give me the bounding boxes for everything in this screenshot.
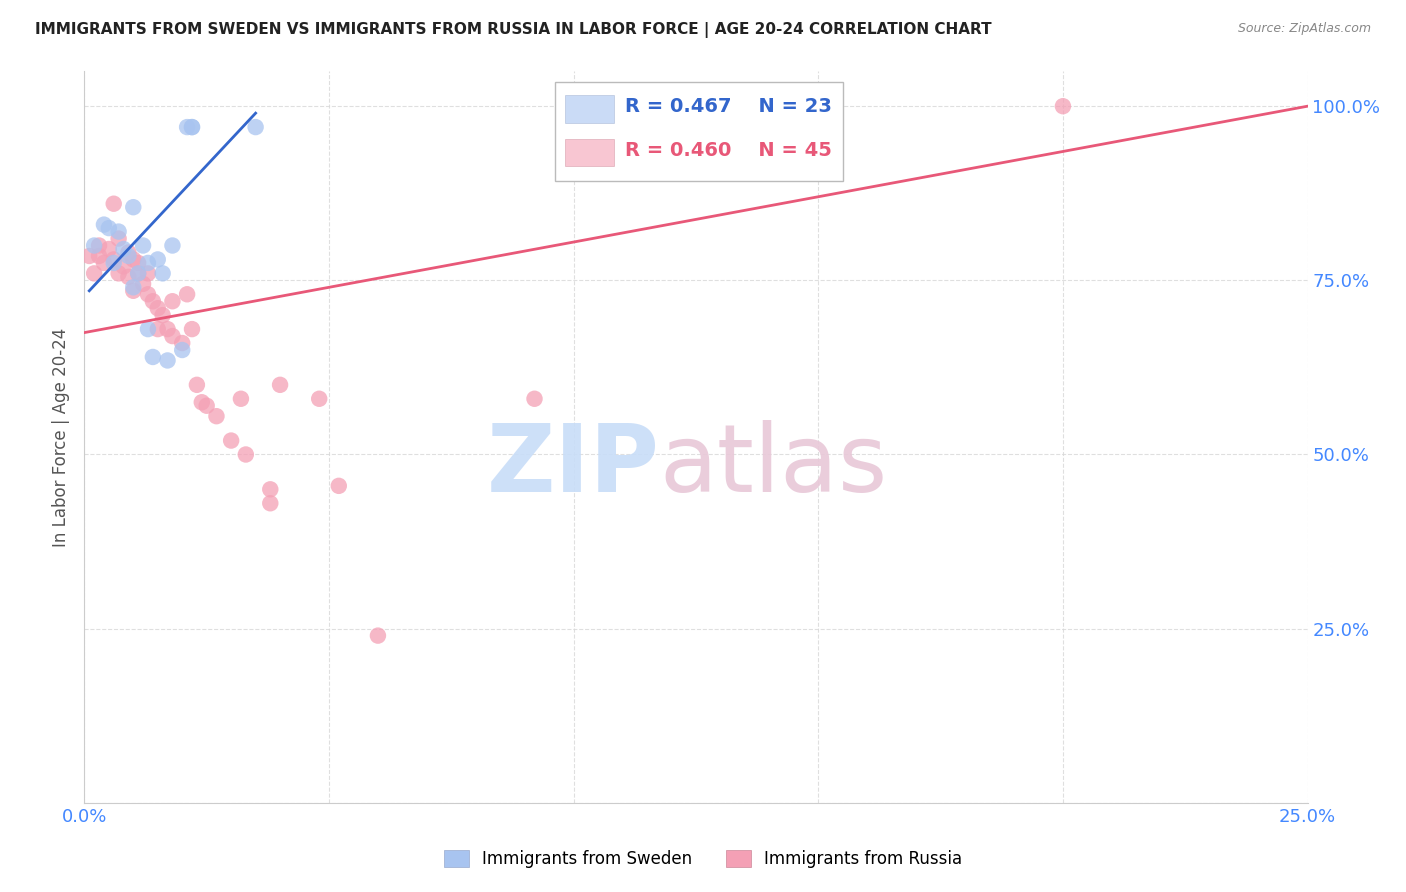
Point — [1052, 99, 1074, 113]
Point — [191, 395, 214, 409]
Point — [87, 249, 110, 263]
Text: Source: ZipAtlas.com: Source: ZipAtlas.com — [1237, 22, 1371, 36]
Point — [107, 266, 129, 280]
Point — [103, 256, 125, 270]
Text: atlas: atlas — [659, 420, 887, 512]
Point — [127, 256, 149, 270]
FancyBboxPatch shape — [565, 138, 614, 167]
Point — [107, 231, 129, 245]
Point — [195, 399, 218, 413]
Point — [181, 120, 204, 134]
FancyBboxPatch shape — [565, 95, 614, 122]
Point — [103, 252, 125, 267]
Point — [136, 266, 159, 280]
Point — [181, 322, 204, 336]
Point — [156, 353, 179, 368]
Point — [269, 377, 291, 392]
Point — [132, 238, 155, 252]
Point — [93, 256, 115, 270]
Point — [112, 260, 135, 274]
Point — [142, 350, 165, 364]
Point — [245, 120, 267, 134]
Point — [136, 322, 159, 336]
Point — [127, 266, 149, 280]
Point — [146, 252, 169, 267]
Point — [122, 284, 145, 298]
Point — [146, 301, 169, 316]
Point — [93, 218, 115, 232]
Point — [259, 483, 281, 497]
Point — [122, 200, 145, 214]
Point — [87, 238, 110, 252]
Point — [117, 245, 139, 260]
Point — [97, 242, 120, 256]
Text: R = 0.467    N = 23: R = 0.467 N = 23 — [626, 97, 832, 116]
Point — [176, 287, 198, 301]
Point — [156, 322, 179, 336]
Text: ZIP: ZIP — [486, 420, 659, 512]
Point — [162, 329, 184, 343]
Point — [122, 252, 145, 267]
Point — [142, 294, 165, 309]
Point — [259, 496, 281, 510]
Text: R = 0.460    N = 45: R = 0.460 N = 45 — [626, 141, 832, 160]
Point — [162, 238, 184, 252]
Point — [205, 409, 228, 424]
Point — [127, 266, 149, 280]
Point — [146, 322, 169, 336]
Point — [132, 277, 155, 291]
Point — [523, 392, 546, 406]
Point — [367, 629, 389, 643]
Point — [328, 479, 350, 493]
FancyBboxPatch shape — [555, 82, 842, 181]
Point — [186, 377, 208, 392]
Legend: Immigrants from Sweden, Immigrants from Russia: Immigrants from Sweden, Immigrants from … — [437, 843, 969, 875]
Point — [122, 280, 145, 294]
Point — [172, 336, 194, 351]
Point — [136, 256, 159, 270]
Point — [117, 249, 139, 263]
Point — [162, 294, 184, 309]
Point — [136, 287, 159, 301]
Text: IMMIGRANTS FROM SWEDEN VS IMMIGRANTS FROM RUSSIA IN LABOR FORCE | AGE 20-24 CORR: IMMIGRANTS FROM SWEDEN VS IMMIGRANTS FRO… — [35, 22, 991, 38]
Point — [229, 392, 252, 406]
Point — [83, 266, 105, 280]
Point — [181, 120, 204, 134]
Y-axis label: In Labor Force | Age 20-24: In Labor Force | Age 20-24 — [52, 327, 70, 547]
Point — [176, 120, 198, 134]
Point — [235, 448, 257, 462]
Point — [172, 343, 194, 357]
Point — [97, 221, 120, 235]
Point — [83, 238, 105, 252]
Point — [219, 434, 242, 448]
Point — [103, 196, 125, 211]
Point — [117, 269, 139, 284]
Point — [77, 249, 100, 263]
Point — [152, 308, 174, 322]
Point — [308, 392, 330, 406]
Point — [112, 242, 135, 256]
Point — [107, 225, 129, 239]
Point — [152, 266, 174, 280]
